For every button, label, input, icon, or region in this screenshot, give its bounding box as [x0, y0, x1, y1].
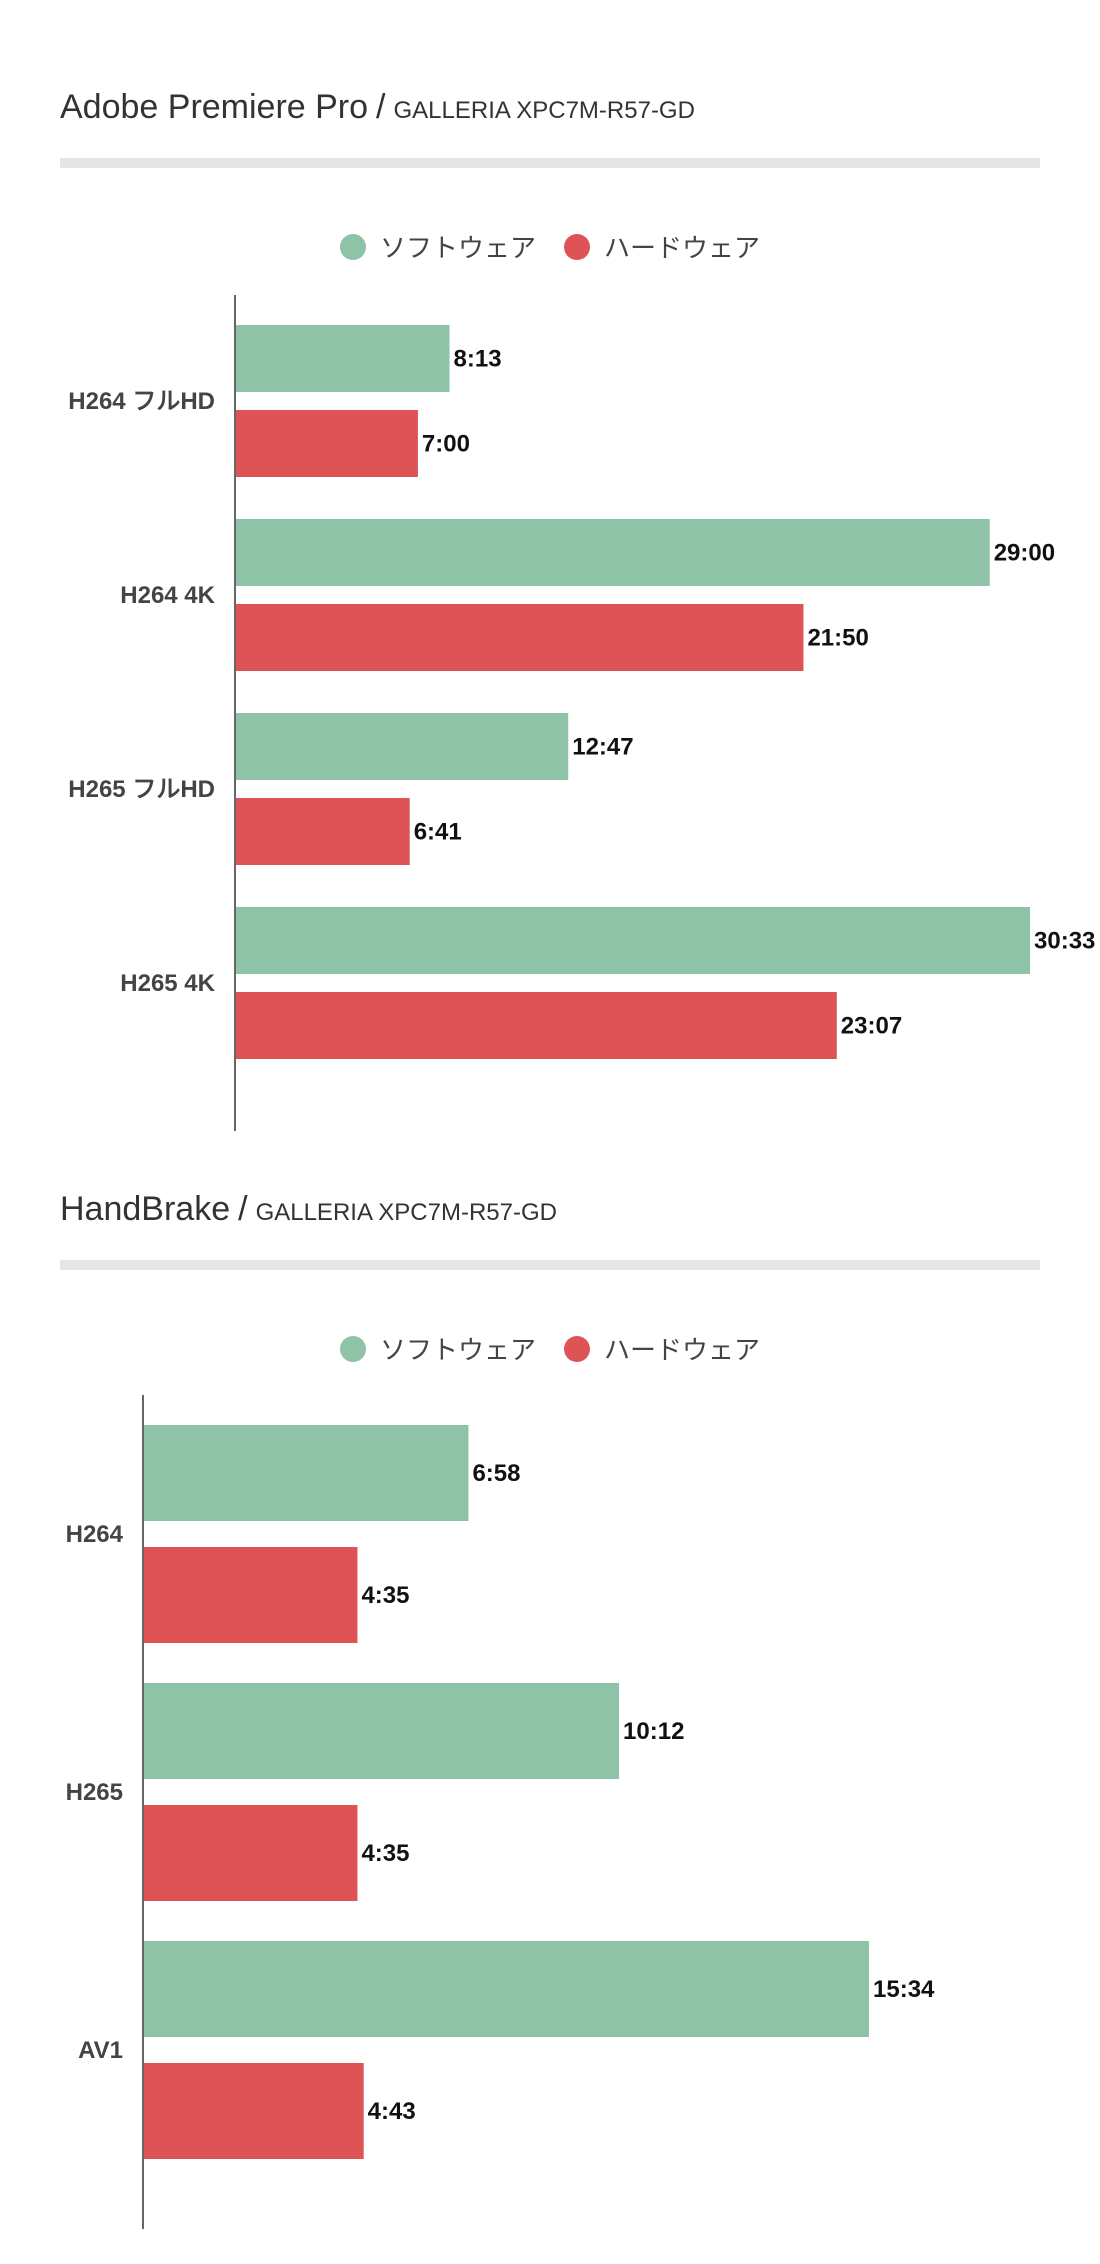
bar-software [144, 1941, 869, 2037]
bar-hardware [144, 2063, 364, 2159]
chart1-subtitle: GALLERIA XPC7M-R57-GD [393, 97, 695, 124]
category-label: H264 フルHD [68, 388, 215, 415]
chart1-title-main: Adobe Premiere Pro [60, 88, 369, 126]
software-legend-dot [339, 233, 366, 260]
chart1-title: Adobe Premiere Pro / GALLERIA XPC7M-R57-GD [60, 88, 695, 127]
bar-software [144, 1425, 469, 1521]
legend-item-software[interactable]: ソフトウェア [339, 228, 536, 265]
chart1-plot: 8:13 7:00 H264 フルHD 29:00 21:50 H264 4K 12:47 6… [68, 295, 1095, 1131]
software-legend-label: ソフトウェア [379, 1335, 536, 1365]
bar-software [144, 1683, 620, 1779]
value-label: 15:34 [873, 1976, 935, 2003]
title-separator: / [376, 88, 386, 126]
hardware-legend-label: ハードウェア [604, 1335, 761, 1365]
bar-hardware [144, 1805, 358, 1901]
value-label: 29:00 [994, 540, 1055, 567]
category-label: H264 [66, 1521, 124, 1548]
value-label: 21:50 [807, 625, 868, 652]
value-label: 23:07 [841, 1013, 902, 1040]
chart1-legend: ソフトウェア ハードウェア [0, 228, 1100, 265]
category-label: AV1 [78, 2037, 123, 2064]
chart2-subtitle: GALLERIA XPC7M-R57-GD [255, 1199, 557, 1226]
legend-item-software[interactable]: ソフトウェア [339, 1330, 536, 1367]
value-label: 4:35 [361, 1582, 409, 1609]
software-legend-label: ソフトウェア [379, 233, 536, 263]
category-label: H264 4K [120, 582, 215, 609]
bar-hardware [236, 410, 418, 477]
value-label: 6:58 [472, 1460, 520, 1487]
chart2-title-main: HandBrake [60, 1190, 231, 1228]
value-label: 12:47 [572, 734, 633, 761]
hardware-legend-dot [564, 233, 590, 260]
bar-software [236, 907, 1030, 974]
value-label: 7:00 [422, 431, 470, 458]
bar-software [236, 325, 450, 392]
chart2-legend: ソフトウェア ハードウェア [0, 1330, 1100, 1367]
hardware-legend-dot [564, 1335, 590, 1362]
software-legend-dot [339, 1335, 366, 1362]
title-separator: / [238, 1190, 248, 1228]
bar-hardware [144, 1547, 358, 1643]
value-label: 8:13 [454, 346, 502, 373]
hardware-legend-label: ハードウェア [604, 233, 761, 263]
bar-software [236, 713, 569, 780]
value-label: 6:41 [414, 819, 462, 846]
bar-software [236, 519, 990, 586]
bar-hardware [236, 992, 837, 1059]
chart2-title: HandBrake / GALLERIA XPC7M-R57-GD [60, 1190, 557, 1229]
chart1-divider [60, 158, 1040, 168]
legend-item-hardware[interactable]: ハードウェア [564, 1330, 760, 1367]
value-label: 10:12 [623, 1718, 684, 1745]
value-label: 4:43 [368, 2098, 416, 2125]
chart2-plot: 6:58 4:35 H264 10:12 4:35 H265 15:34 4:43 AV1 [66, 1395, 935, 2229]
category-label: H265 [66, 1779, 123, 1806]
bar-hardware [236, 798, 410, 865]
value-label: 4:35 [361, 1840, 409, 1867]
bar-hardware [236, 604, 804, 671]
value-label: 30:33 [1034, 928, 1095, 955]
legend-item-hardware[interactable]: ハードウェア [564, 228, 760, 265]
category-label: H265 4K [120, 970, 215, 997]
category-label: H265 フルHD [68, 776, 215, 803]
chart2-divider [60, 1260, 1040, 1270]
